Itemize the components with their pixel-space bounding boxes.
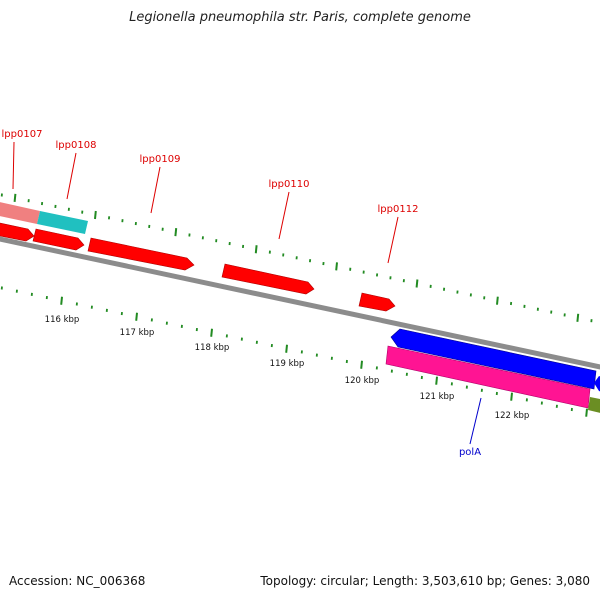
major-tick bbox=[135, 312, 138, 321]
scale-label: 120 kbp bbox=[345, 376, 380, 386]
scale-label: 119 kbp bbox=[270, 359, 305, 369]
major-tick bbox=[415, 279, 419, 288]
gene-label-lpp0112: lpp0112 bbox=[378, 204, 419, 264]
scale-label: 121 kbp bbox=[420, 392, 455, 402]
major-tick bbox=[576, 313, 580, 322]
major-tick bbox=[360, 360, 363, 369]
svg-text:lpp0109: lpp0109 bbox=[140, 154, 181, 165]
cds-arrow-lpp0108 bbox=[32, 228, 85, 251]
cds-arrow-lpp0109 bbox=[87, 237, 195, 271]
major-tick bbox=[285, 344, 288, 353]
svg-text:lpp0110: lpp0110 bbox=[269, 179, 310, 190]
scale-label: 122 kbp bbox=[495, 411, 530, 421]
scale-label: 117 kbp bbox=[120, 328, 155, 338]
major-tick bbox=[210, 328, 213, 337]
major-tick bbox=[60, 296, 63, 305]
cds-arrow-lpp0107 bbox=[0, 222, 35, 242]
svg-text:lpp0107: lpp0107 bbox=[2, 129, 43, 140]
cds-arrow-lpp0112 bbox=[358, 292, 396, 312]
genome-backbone bbox=[0, 236, 600, 370]
cds-arrow-lpp0110 bbox=[221, 263, 315, 295]
accession-label: Accession: NC_006368 bbox=[9, 574, 146, 588]
major-tick bbox=[335, 262, 338, 271]
upper-tick-row bbox=[0, 193, 593, 323]
major-tick bbox=[174, 228, 178, 237]
feature-pink-polA bbox=[385, 345, 591, 409]
gene-label-lpp0109: lpp0109 bbox=[140, 154, 181, 214]
svg-text:lpp0108: lpp0108 bbox=[56, 140, 97, 151]
feature-cyan bbox=[37, 211, 88, 234]
major-tick bbox=[585, 408, 588, 417]
gene-label-polA: polA bbox=[459, 397, 482, 458]
major-tick bbox=[254, 245, 258, 254]
gene-label-lpp0108: lpp0108 bbox=[56, 140, 97, 200]
scale-label: 116 kbp bbox=[45, 315, 80, 325]
major-tick bbox=[510, 392, 513, 401]
lower-tick-row bbox=[0, 286, 588, 417]
major-tick bbox=[13, 193, 17, 202]
map-title: Legionella pneumophila str. Paris, compl… bbox=[129, 10, 471, 25]
major-tick bbox=[435, 376, 438, 385]
feature-salmon bbox=[0, 202, 40, 224]
gene-label-lpp0110: lpp0110 bbox=[269, 179, 310, 240]
scale-labels: 116 kbp 117 kbp 118 kbp 119 kbp 120 kbp … bbox=[45, 315, 530, 421]
genome-summary: Topology: circular; Length: 3,503,610 bp… bbox=[260, 574, 590, 588]
major-tick bbox=[496, 296, 499, 305]
cds-arrow-reverse-next bbox=[594, 376, 600, 392]
svg-text:lpp0112: lpp0112 bbox=[378, 204, 419, 215]
svg-text:polA: polA bbox=[459, 447, 481, 458]
scale-label: 118 kbp bbox=[195, 343, 230, 353]
cds-arrow-reverse bbox=[390, 328, 597, 390]
major-tick bbox=[94, 210, 97, 220]
feature-olive bbox=[588, 397, 600, 413]
gene-label-lpp0107: lpp0107 bbox=[2, 129, 43, 190]
